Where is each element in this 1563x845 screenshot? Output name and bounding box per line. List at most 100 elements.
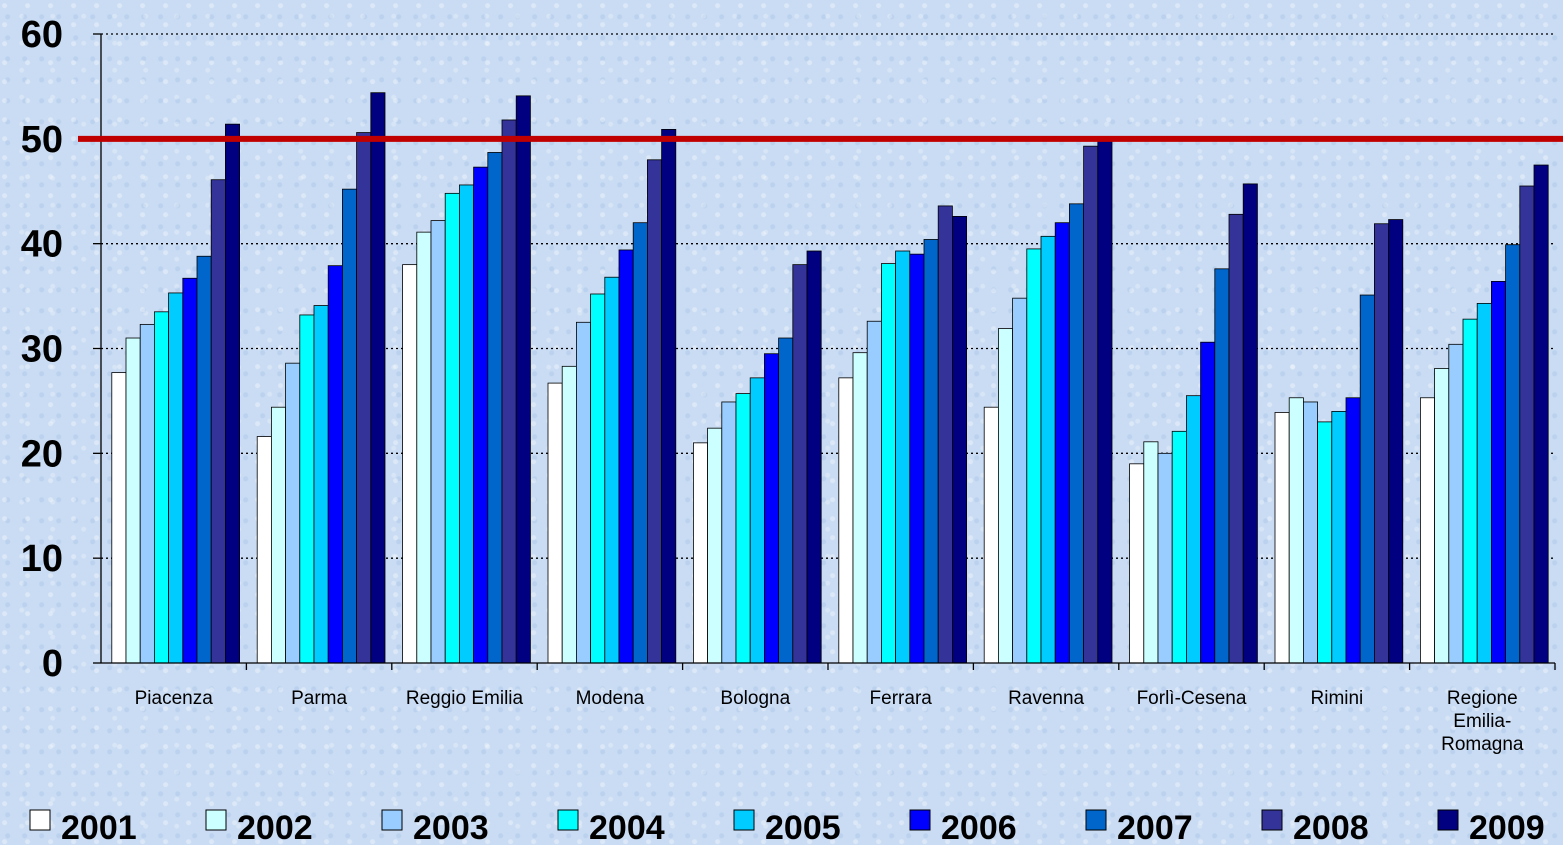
legend-label: 2005 bbox=[765, 809, 841, 845]
legend-label: 2001 bbox=[61, 809, 137, 845]
bar bbox=[1303, 401, 1319, 664]
x-tick-label: Parma bbox=[291, 688, 347, 709]
bar bbox=[1040, 235, 1056, 664]
bar bbox=[547, 382, 563, 664]
bar bbox=[1012, 297, 1028, 664]
bar bbox=[838, 377, 854, 664]
bar bbox=[937, 205, 953, 664]
bar bbox=[1054, 222, 1070, 664]
bar bbox=[661, 128, 677, 664]
bar bbox=[139, 323, 155, 664]
bar bbox=[196, 255, 212, 664]
bar bbox=[182, 277, 198, 664]
bar bbox=[1143, 441, 1159, 664]
bar bbox=[473, 166, 489, 664]
x-tick-label: Ferrara bbox=[870, 688, 933, 709]
bar bbox=[1345, 397, 1361, 664]
legend-swatch bbox=[1437, 809, 1459, 831]
legend-swatch bbox=[205, 809, 227, 831]
bar bbox=[501, 119, 517, 664]
legend-swatch bbox=[1085, 809, 1107, 831]
x-tick-label: Piacenza bbox=[135, 688, 214, 709]
bar bbox=[1097, 139, 1113, 664]
y-tick-label: 40 bbox=[21, 224, 63, 266]
y-tick-label: 60 bbox=[21, 14, 63, 56]
x-tick-label: Forlì-Cesena bbox=[1137, 688, 1247, 709]
bar bbox=[1026, 248, 1042, 664]
legend-swatch bbox=[557, 809, 579, 831]
bar bbox=[983, 406, 999, 664]
y-tick-label: 0 bbox=[42, 643, 63, 685]
legend-label: 2003 bbox=[413, 809, 489, 845]
bar bbox=[792, 264, 808, 664]
bar bbox=[1388, 219, 1404, 664]
x-tick-label: Rimini bbox=[1311, 688, 1364, 709]
bar bbox=[923, 239, 939, 664]
bar bbox=[1420, 397, 1436, 664]
y-axis: 0 10 20 30 40 50 60 bbox=[21, 14, 102, 685]
bar bbox=[1129, 463, 1145, 664]
bar bbox=[806, 250, 822, 664]
bar bbox=[210, 179, 226, 664]
legend: 2001 2002 2003 2004 2005 2006 2007 2008 2009 bbox=[29, 809, 1545, 845]
bar bbox=[1462, 318, 1478, 664]
bar bbox=[1157, 452, 1173, 664]
bar bbox=[1200, 341, 1216, 664]
bar bbox=[590, 293, 606, 664]
x-tick-label: Modena bbox=[576, 688, 645, 709]
bar bbox=[1288, 397, 1304, 664]
bars bbox=[111, 92, 1549, 664]
bar bbox=[356, 132, 372, 664]
bar bbox=[647, 159, 663, 664]
bar bbox=[313, 305, 329, 664]
bar bbox=[1228, 213, 1244, 664]
bar bbox=[881, 263, 897, 664]
bar bbox=[1476, 303, 1492, 664]
bar bbox=[256, 436, 272, 664]
bar bbox=[1434, 368, 1450, 664]
bar bbox=[852, 352, 868, 664]
bar bbox=[224, 123, 240, 664]
bar bbox=[1242, 183, 1258, 664]
bar bbox=[632, 222, 648, 664]
bar bbox=[370, 92, 386, 664]
bar bbox=[707, 427, 723, 664]
bar bbox=[866, 320, 882, 664]
bar bbox=[444, 192, 460, 664]
bar bbox=[111, 372, 127, 664]
bar bbox=[1274, 412, 1290, 664]
bar bbox=[604, 276, 620, 664]
bar bbox=[270, 406, 286, 664]
bar bbox=[693, 442, 709, 664]
bar bbox=[952, 216, 968, 664]
y-tick-label: 20 bbox=[21, 433, 63, 475]
bar bbox=[285, 362, 301, 664]
bar bbox=[1519, 185, 1535, 664]
legend-swatch bbox=[29, 809, 51, 831]
legend-label: 2004 bbox=[589, 809, 665, 845]
x-tick-label: Reggio Emilia bbox=[406, 688, 524, 709]
legend-swatch bbox=[381, 809, 403, 831]
bar bbox=[515, 95, 531, 664]
bar bbox=[458, 184, 474, 664]
bar bbox=[402, 264, 418, 664]
legend-swatch bbox=[1261, 809, 1283, 831]
x-axis: Piacenza Parma Reggio Emilia Modena Bologna F… bbox=[101, 662, 1556, 755]
legend-label: 2007 bbox=[1117, 809, 1193, 845]
bar bbox=[909, 253, 925, 664]
bar bbox=[1069, 203, 1085, 664]
bar bbox=[416, 231, 432, 664]
bar bbox=[576, 321, 592, 664]
bar bbox=[487, 152, 503, 664]
y-tick-label: 30 bbox=[21, 329, 63, 371]
bar bbox=[561, 365, 577, 664]
x-tick-label: Bologna bbox=[720, 688, 790, 709]
bar bbox=[749, 377, 765, 664]
bar bbox=[1505, 244, 1521, 664]
bar bbox=[125, 337, 141, 664]
bar bbox=[327, 265, 343, 664]
bar bbox=[1359, 294, 1375, 664]
bar bbox=[1374, 223, 1390, 664]
bar bbox=[1533, 164, 1549, 664]
